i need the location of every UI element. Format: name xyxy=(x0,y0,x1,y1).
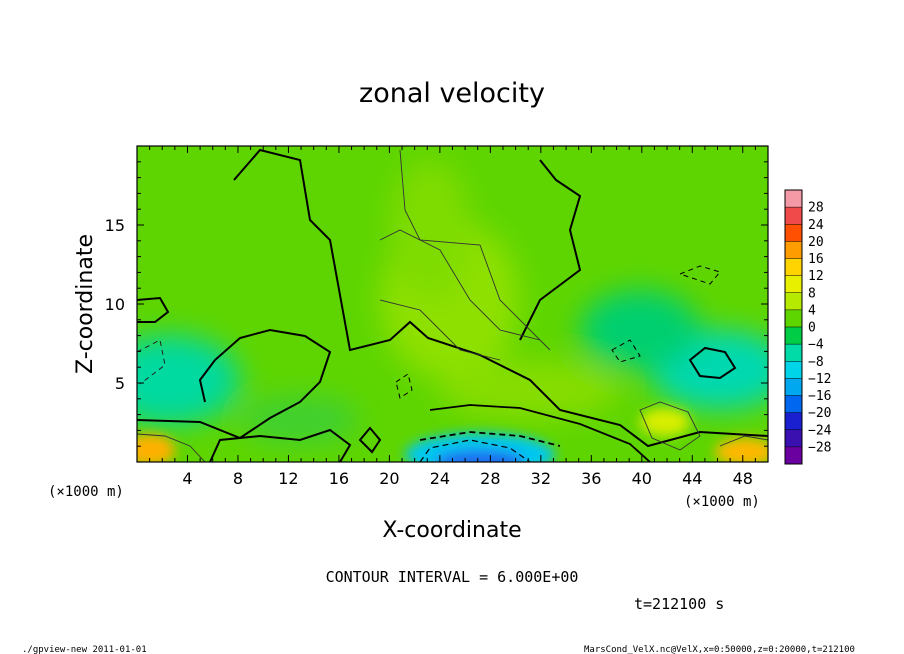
x-tick-label: 24 xyxy=(430,469,450,488)
colorbar-label: 4 xyxy=(808,303,816,318)
x-unit-label: (×1000 m) xyxy=(48,484,124,500)
colorbar-swatch xyxy=(785,446,802,465)
colorbar-swatch xyxy=(785,241,802,259)
x-axis-label: X-coordinate xyxy=(382,518,521,543)
footer-left: ./gpview-new 2011-01-01 xyxy=(22,645,147,654)
footer-right: MarsCond_VelX.nc@VelX,x=0:50000,z=0:2000… xyxy=(584,645,855,654)
x-tick-label: 36 xyxy=(581,469,601,488)
time-label: t=212100 s xyxy=(634,595,724,613)
y-tick-label: 5 xyxy=(115,374,125,393)
x-tick-label: 16 xyxy=(329,469,349,488)
colorbar-swatch xyxy=(785,378,802,396)
colorbar-label: −4 xyxy=(808,338,824,353)
heatmap-field xyxy=(137,146,768,462)
colorbar-swatch xyxy=(785,412,802,431)
x-unit-label-right: (×1000 m) xyxy=(684,494,760,510)
colorbar-swatch xyxy=(785,275,802,294)
x-tick-label: 32 xyxy=(531,469,551,488)
colorbar: 28 24 20 16 12 8 4 0 −4 −8 −12 −16 −20 −24 −28 xyxy=(784,189,832,465)
colorbar-label: 24 xyxy=(808,218,824,233)
colorbar-label: −12 xyxy=(808,372,831,387)
contour-interval-label: CONTOUR INTERVAL = 6.000E+00 xyxy=(326,568,579,586)
colorbar-label: 16 xyxy=(808,252,824,267)
y-tick-label: 10 xyxy=(105,295,125,314)
colorbar-swatch xyxy=(785,361,802,379)
colorbar-swatch xyxy=(785,395,802,413)
colorbar-swatch xyxy=(785,207,802,225)
colorbar-label: −8 xyxy=(808,355,824,370)
colorbar-swatch xyxy=(785,224,802,242)
colorbar-swatch xyxy=(785,344,802,362)
colorbar-swatch xyxy=(785,309,802,328)
y-axis-label: Z-coordinate xyxy=(73,234,98,374)
colorbar-swatch xyxy=(785,327,802,345)
colorbar-swatch xyxy=(785,429,802,448)
x-tick-label: 44 xyxy=(682,469,702,488)
colorbar-label: 8 xyxy=(808,286,816,301)
colorbar-label: 28 xyxy=(808,201,824,216)
colorbar-label: 0 xyxy=(808,321,816,336)
x-tick-label: 40 xyxy=(632,469,652,488)
x-tick-label: 28 xyxy=(480,469,500,488)
y-tick-label: 15 xyxy=(105,216,125,235)
chart-title: zonal velocity xyxy=(359,78,545,109)
x-tick-label: 48 xyxy=(733,469,753,488)
colorbar-label: 12 xyxy=(808,269,824,284)
x-tick-label: 20 xyxy=(379,469,399,488)
colorbar-label: 20 xyxy=(808,235,824,250)
colorbar-swatch xyxy=(785,292,802,311)
x-tick-label: 4 xyxy=(182,469,192,488)
colorbar-swatch xyxy=(785,258,802,276)
x-axis-ticks: 4 8 12 16 20 24 28 32 36 40 44 48 xyxy=(149,146,756,488)
colorbar-label: −20 xyxy=(808,406,831,421)
x-tick-label: 8 xyxy=(233,469,243,488)
y-axis-ticks: 5 10 15 xyxy=(105,161,768,447)
x-tick-label: 12 xyxy=(278,469,298,488)
colorbar-label: −24 xyxy=(808,423,832,438)
colorbar-label: −28 xyxy=(808,440,831,455)
colorbar-label: −16 xyxy=(808,389,831,404)
colorbar-swatch xyxy=(785,190,802,208)
